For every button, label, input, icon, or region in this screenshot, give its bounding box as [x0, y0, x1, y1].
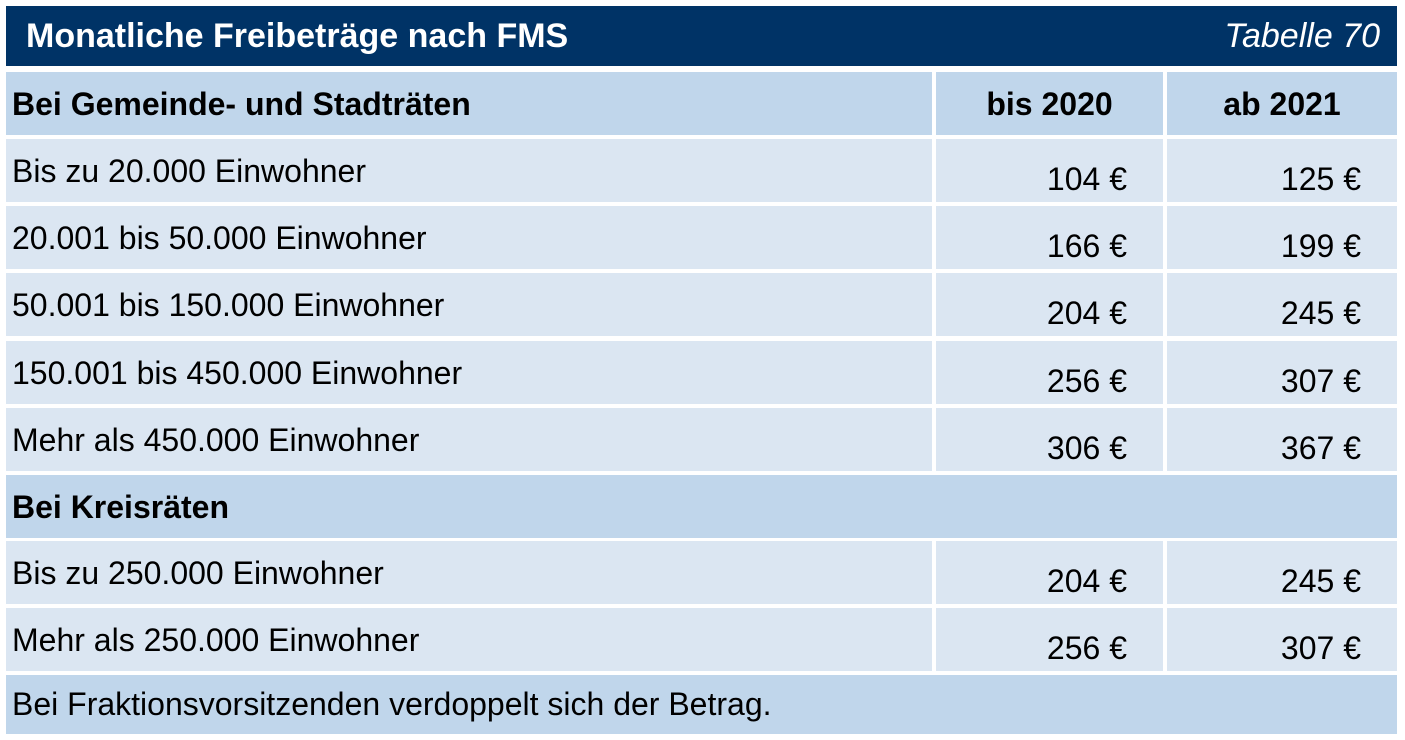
- table-row: Mehr als 450.000 Einwohner 306 € 367 €: [6, 408, 1397, 471]
- column-header-bis-2020: bis 2020: [986, 86, 1113, 122]
- row-label: 50.001 bis 150.000 Einwohner: [12, 287, 445, 323]
- row-label: Bis zu 250.000 Einwohner: [12, 555, 384, 591]
- row-label: Bis zu 20.000 Einwohner: [12, 153, 366, 189]
- footnote-text: Bei Fraktionsvorsitzenden verdoppelt sic…: [12, 686, 772, 722]
- table-row: Bis zu 20.000 Einwohner 104 € 125 €: [6, 139, 1397, 202]
- value-bis-2020: 104 €: [1046, 161, 1127, 197]
- value-bis-2020: 256 €: [1046, 630, 1127, 666]
- table-title: Monatliche Freibeträge nach FMS: [26, 17, 569, 55]
- table-row: 20.001 bis 50.000 Einwohner 166 € 199 €: [6, 206, 1397, 269]
- section-heading-kreis: Bei Kreisräten: [12, 489, 229, 525]
- value-bis-2020: 166 €: [1046, 228, 1127, 264]
- value-bis-2020: 204 €: [1046, 295, 1127, 331]
- value-bis-2020: 256 €: [1046, 363, 1127, 399]
- value-ab-2021: 307 €: [1280, 363, 1361, 399]
- value-ab-2021: 245 €: [1280, 563, 1361, 599]
- table-row: Mehr als 250.000 Einwohner 256 € 307 €: [6, 608, 1397, 671]
- table-row: 150.001 bis 450.000 Einwohner 256 € 307 …: [6, 341, 1397, 404]
- value-ab-2021: 199 €: [1280, 228, 1361, 264]
- value-bis-2020: 306 €: [1046, 430, 1127, 466]
- row-label: 150.001 bis 450.000 Einwohner: [12, 355, 463, 391]
- table-title-bar: Monatliche Freibeträge nach FMS Tabelle …: [6, 6, 1397, 66]
- value-ab-2021: 245 €: [1280, 295, 1361, 331]
- header-row-gemeinde: Bei Gemeinde- und Stadträten bis 2020 ab…: [6, 72, 1397, 135]
- row-label: Mehr als 450.000 Einwohner: [12, 422, 420, 458]
- column-header-ab-2021: ab 2021: [1223, 86, 1341, 122]
- row-label: Mehr als 250.000 Einwohner: [12, 622, 420, 658]
- section-heading-gemeinde: Bei Gemeinde- und Stadträten: [12, 86, 471, 122]
- row-label: 20.001 bis 50.000 Einwohner: [12, 220, 427, 256]
- value-ab-2021: 307 €: [1280, 630, 1361, 666]
- header-row-kreis: Bei Kreisräten: [6, 475, 1397, 538]
- table-row: 50.001 bis 150.000 Einwohner 204 € 245 €: [6, 273, 1397, 336]
- value-ab-2021: 367 €: [1280, 430, 1361, 466]
- value-bis-2020: 204 €: [1046, 563, 1127, 599]
- table-row: Bis zu 250.000 Einwohner 204 € 245 €: [6, 541, 1397, 604]
- footnote-row: Bei Fraktionsvorsitzenden verdoppelt sic…: [6, 675, 1397, 734]
- table-number: Tabelle 70: [1224, 17, 1380, 55]
- value-ab-2021: 125 €: [1280, 161, 1361, 197]
